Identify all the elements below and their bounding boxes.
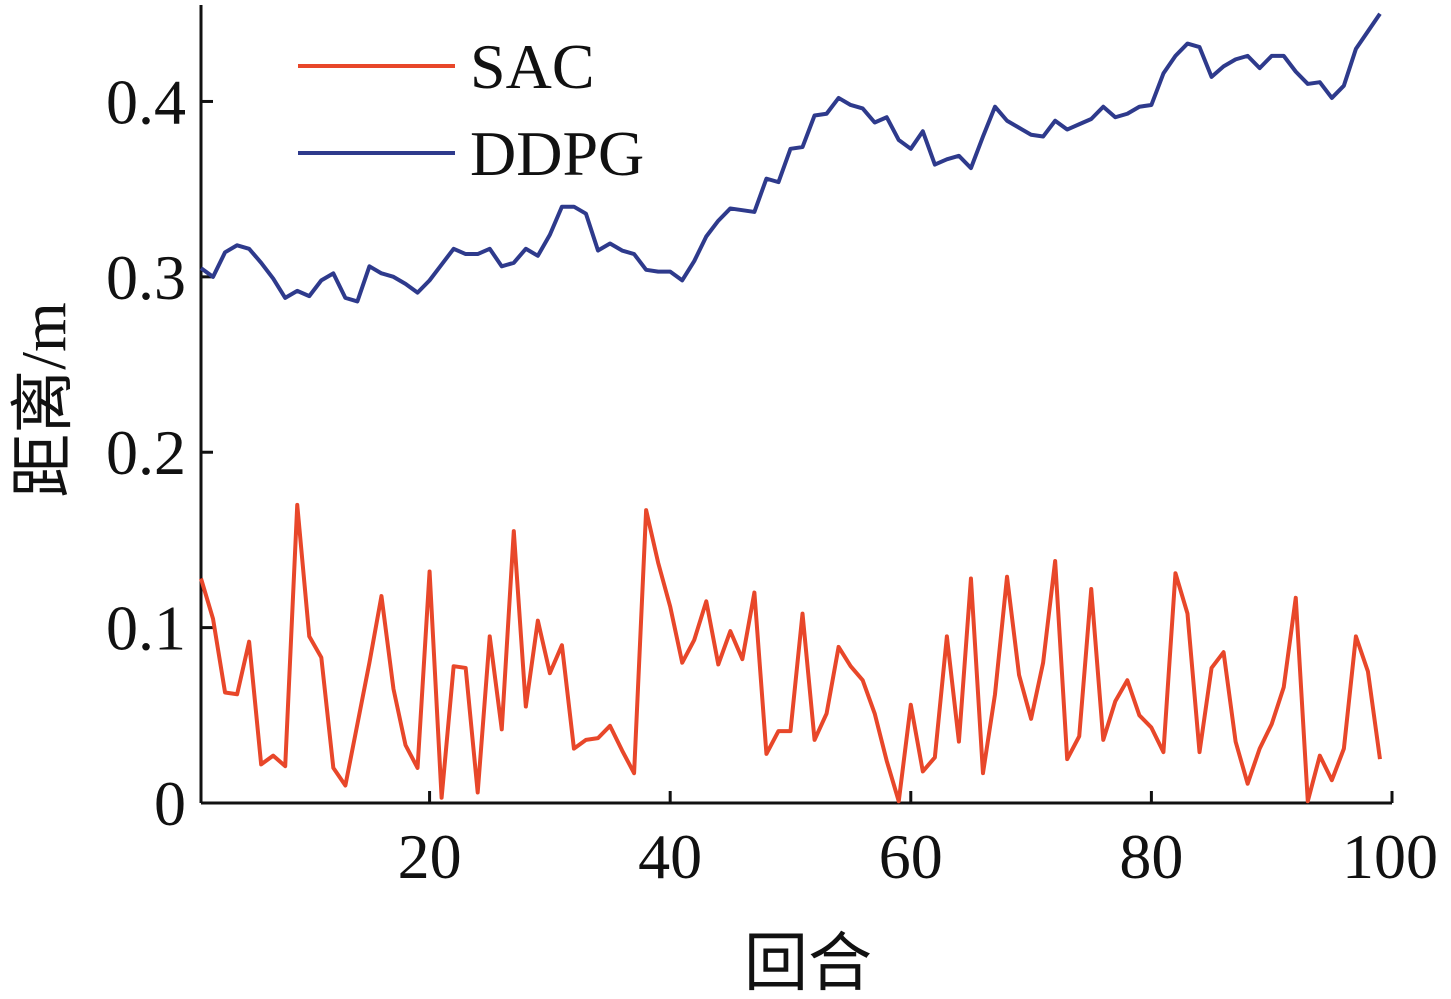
y-axis-label: 距离/m [8,302,79,498]
x-tick-label: 60 [879,821,943,892]
x-tick-label: 40 [638,821,702,892]
y-tick-label: 0 [154,768,186,839]
y-tick-label: 0.4 [106,66,186,137]
y-tick-label: 0.1 [106,593,186,664]
series-line [199,12,1382,304]
y-tick-label: 0.2 [106,417,186,488]
x-tick-label: 20 [398,821,462,892]
series-line [199,502,1382,804]
x-tick-label: 100 [1342,821,1438,892]
x-axis-label: 回合 [744,928,872,999]
x-tick-label: 80 [1119,821,1183,892]
legend-label: DDPG [470,118,644,189]
y-tick-label: 0.3 [106,242,186,313]
legend-label: SAC [470,31,595,102]
